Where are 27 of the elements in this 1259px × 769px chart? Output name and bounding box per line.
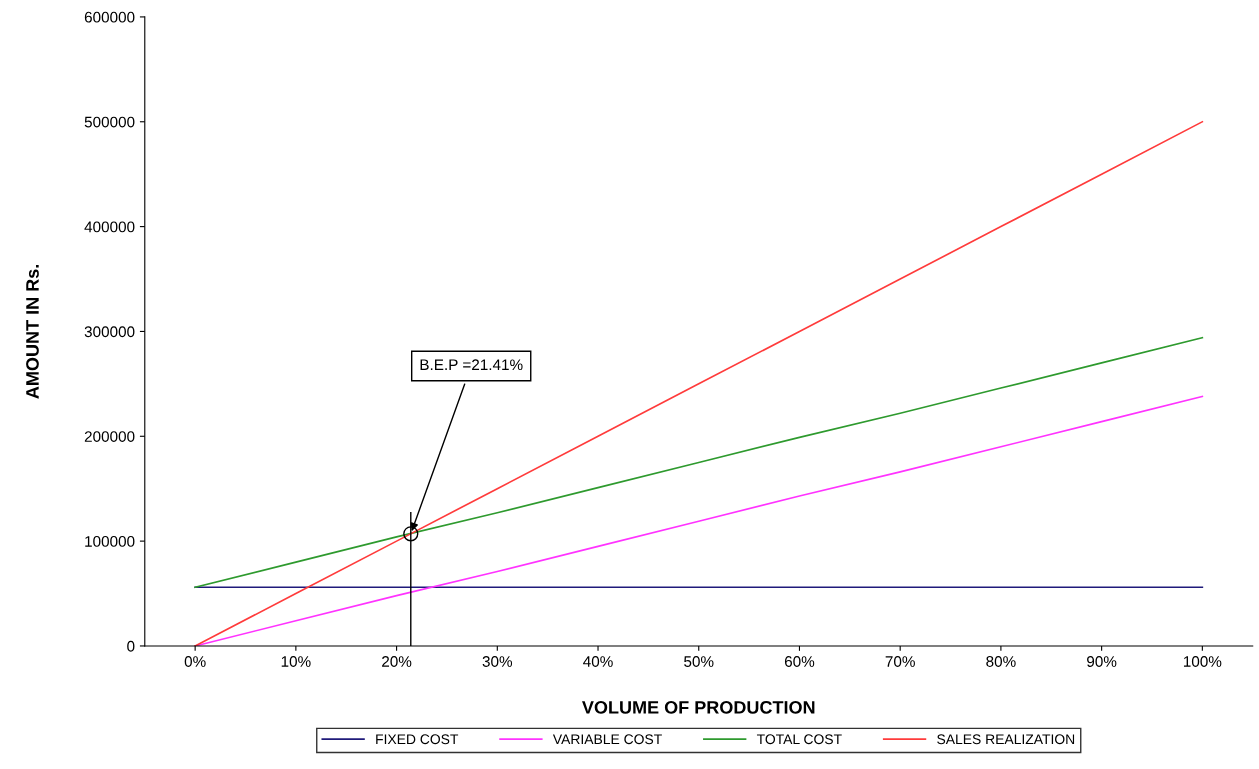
legend-label: FIXED COST [376,734,459,745]
y-tick-label: 500000 [84,116,135,128]
x-tick-label: 80% [986,656,1016,667]
x-tick-label: 10% [281,656,311,667]
x-axis-title: VOLUME OF PRODUCTION [582,700,815,714]
x-tick-label: 100% [1183,656,1222,667]
x-tick-label: 70% [885,656,915,667]
legend-label: SALES REALIZATION [937,734,1075,745]
legend-label: TOTAL COST [756,734,842,745]
y-tick-label: 600000 [84,11,135,23]
line-series [194,120,1204,646]
x-tick-label: 30% [482,656,513,667]
x-tick-label: 20% [382,656,412,667]
x-tick-label: 40% [583,656,613,667]
y-tick-label: 400000 [84,221,135,233]
y-axis-title: AMOUNT IN Rs. [26,264,39,399]
annotation: B.E.P =21.41% [420,359,523,371]
y-tick-label: 200000 [84,431,135,442]
legend-label: VARIABLE COST [552,734,662,745]
x-tick-label: 50% [684,656,714,667]
line-series [194,336,1204,589]
y-tick-label: 100000 [85,535,135,547]
x-tick-label: 0% [184,656,206,667]
y-tick-label: 0 [127,640,135,652]
x-tick-label: 60% [784,656,815,667]
y-tick-label: 300000 [84,326,135,338]
x-tick-label: 90% [1087,656,1117,667]
